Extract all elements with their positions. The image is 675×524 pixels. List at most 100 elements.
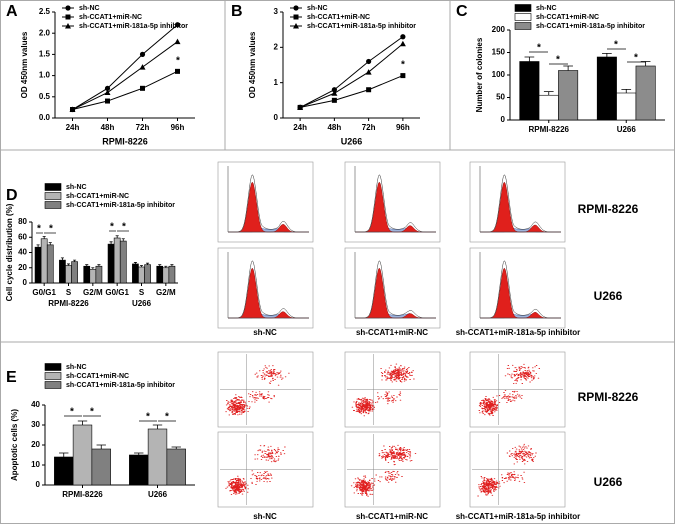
x-tick-label: 96h [171,123,185,132]
histogram-image [469,161,566,243]
histogram-image [344,161,441,243]
annotation: * [70,407,74,418]
bar [91,448,111,486]
dot-plot-points [350,444,417,497]
x-tick-label: U266 [617,125,637,134]
x-tick-label: U266 [148,490,168,499]
error-bar [158,264,162,267]
panel-label: E [6,369,17,386]
legend-swatch [44,192,62,200]
dot-plot-points [225,445,286,495]
bar [34,246,42,284]
marker [400,34,406,40]
error-bar [543,91,554,96]
bar [558,70,579,121]
dot-plot-points [477,443,537,497]
y-tick-label: 60 [18,232,27,241]
dot-plot-points [351,363,415,417]
bar [72,424,93,486]
error-bar [171,446,181,449]
legend-swatch [44,201,62,209]
x-tick-label: 48h [101,123,115,132]
y-tick-label: 10 [31,460,40,469]
legend-marker [65,14,71,20]
y-tick-label: 40 [18,248,27,257]
group-label: U266 [132,299,152,308]
error-bar [621,89,632,93]
y-axis-title: Apoptotic cells (%) [10,409,19,481]
legend-label: sh-CCAT1+miR-NC [66,193,129,200]
panel-label: A [6,3,18,20]
annotation: * [37,224,41,235]
column-label: sh-NC [253,328,277,337]
legend-swatch [44,363,62,371]
marker [366,58,372,65]
legend-label: sh-NC [536,5,557,12]
panel-label: B [231,3,243,20]
annotation: * [49,224,53,235]
error-bar [77,420,88,425]
annotation: * [110,222,114,233]
row-label: RPMI-8226 [578,202,639,216]
annotation: * [556,55,560,66]
column-label: sh-NC [253,512,277,521]
y-tick-label: 40 [31,400,40,409]
error-bar [91,267,95,270]
error-bar [66,263,71,266]
error-bar [97,264,101,267]
legend-swatch [44,372,62,380]
legend-marker [293,5,299,11]
legend-marker [293,23,299,29]
bar [144,264,151,284]
bar [538,94,559,121]
marker [140,85,145,91]
legend-label: sh-CCAT1+miR-181a-5p inhibitor [66,202,175,209]
marker [174,22,181,28]
error-bar [139,265,144,267]
error-bar [164,265,168,268]
y-tick-label: 150 [492,48,506,57]
y-tick-label: 0.5 [39,92,51,101]
y-tick-label: 80 [18,217,27,226]
error-bar [121,238,125,242]
marker [400,73,406,79]
bar [616,92,637,121]
row-label: U266 [594,475,623,489]
histogram-image [344,247,441,329]
y-axis-title: Cell cycle distribution (%) [5,203,14,301]
dot-plot-points [478,363,541,416]
error-bar [152,424,163,429]
error-bar [48,242,52,245]
x-tick-label: 24h [66,123,80,132]
legend-label: sh-NC [66,184,87,191]
legend-swatch [514,4,532,12]
y-tick-label: 0 [274,113,279,122]
marker [365,69,372,75]
row-label: U266 [594,289,623,303]
bar [132,263,139,284]
x-tick-label: 96h [396,123,410,132]
error-bar [602,53,612,57]
marker [331,90,338,96]
y-tick-label: 2.5 [39,7,51,16]
error-bar [59,452,69,457]
bar [147,428,168,486]
y-tick-label: 100 [492,70,506,79]
y-axis-title: Number of colonies [475,37,484,112]
bar [83,265,91,284]
error-bar [42,236,46,239]
bar [89,268,97,284]
bar [119,240,127,284]
legend-marker [293,14,299,20]
y-tick-label: 0 [36,480,41,489]
error-bar [134,452,144,455]
marker [297,104,304,110]
legend-label: sh-NC [66,364,87,371]
legend-label: sh-CCAT1+miR-181a-5p inhibitor [66,382,175,389]
x-tick-label: 24h [293,123,307,132]
marker [139,64,146,70]
legend-swatch [514,13,532,21]
legend-label: sh-NC [79,5,100,12]
legend-label: sh-CCAT1+miR-NC [66,373,129,380]
